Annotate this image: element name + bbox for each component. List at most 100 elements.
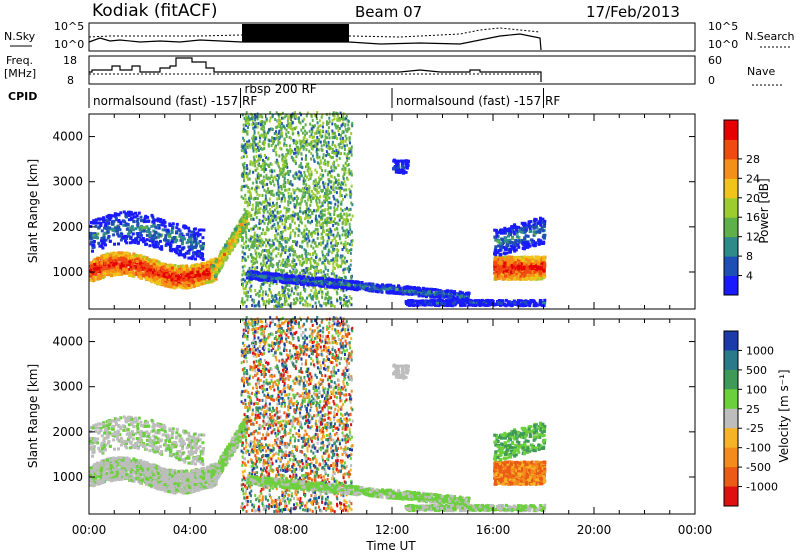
power-cell bbox=[325, 218, 328, 222]
power-cell bbox=[293, 214, 296, 218]
power-cell bbox=[277, 252, 280, 256]
power-cell bbox=[299, 121, 302, 125]
power-cell bbox=[299, 220, 302, 224]
power-cell bbox=[314, 218, 317, 222]
power-cell bbox=[342, 177, 345, 181]
power-cell bbox=[277, 163, 280, 167]
power-cell bbox=[256, 266, 259, 270]
power-cell bbox=[268, 139, 271, 143]
power-cell bbox=[338, 145, 341, 149]
power-cell bbox=[95, 266, 99, 270]
power-cell bbox=[240, 225, 243, 229]
power-cell bbox=[283, 196, 286, 200]
power-cell bbox=[175, 222, 179, 226]
power-cell bbox=[171, 280, 175, 284]
power-cell bbox=[196, 231, 200, 235]
power-cell bbox=[296, 187, 299, 191]
power-cell bbox=[327, 220, 330, 224]
power-cell bbox=[292, 253, 295, 257]
power-cell bbox=[281, 289, 284, 292]
power-cell bbox=[264, 197, 267, 201]
power-cell bbox=[259, 153, 262, 157]
power-cell bbox=[248, 286, 251, 290]
power-cell bbox=[128, 260, 132, 264]
power-cell bbox=[326, 244, 329, 248]
power-cell bbox=[351, 124, 354, 128]
power-cell bbox=[318, 214, 321, 218]
power-cell bbox=[277, 176, 280, 180]
power-cell bbox=[262, 282, 265, 286]
power-cell bbox=[305, 275, 308, 279]
power-cell bbox=[277, 181, 279, 185]
power-cell bbox=[317, 300, 320, 304]
power-cell bbox=[100, 236, 104, 240]
power-cell bbox=[250, 255, 253, 259]
power-cell bbox=[136, 225, 140, 229]
power-cell bbox=[216, 264, 220, 268]
power-cell bbox=[310, 133, 313, 137]
power-cell bbox=[97, 270, 101, 274]
power-cell bbox=[166, 228, 170, 232]
power-cell bbox=[250, 217, 253, 221]
power-cell bbox=[321, 125, 324, 129]
power-cell bbox=[301, 257, 304, 261]
power-cell bbox=[262, 164, 264, 168]
power-cell bbox=[326, 136, 329, 140]
power-cell bbox=[253, 268, 256, 272]
power-cell bbox=[350, 153, 353, 157]
power-cell bbox=[273, 214, 276, 218]
power-cell bbox=[311, 264, 314, 268]
power-cell bbox=[318, 242, 321, 246]
power-cell bbox=[304, 271, 307, 275]
power-cell bbox=[309, 208, 312, 212]
power-cell bbox=[256, 291, 259, 295]
power-cell bbox=[240, 145, 243, 149]
power-cell bbox=[297, 148, 300, 152]
power-cell bbox=[144, 214, 148, 218]
power-cell bbox=[270, 175, 273, 179]
power-cell bbox=[176, 245, 180, 248]
power-cell bbox=[270, 256, 273, 260]
power-cell bbox=[281, 157, 284, 161]
power-cell bbox=[281, 222, 284, 226]
power-cell bbox=[267, 131, 269, 135]
power-cell bbox=[280, 128, 283, 132]
power-cell bbox=[330, 304, 333, 308]
power-cell bbox=[184, 225, 188, 229]
power-cell bbox=[345, 300, 348, 304]
power-cell bbox=[104, 256, 108, 260]
power-cell bbox=[251, 298, 254, 302]
power-cell bbox=[181, 236, 185, 240]
power-cell bbox=[282, 193, 285, 197]
power-cell bbox=[205, 266, 208, 269]
power-cell bbox=[321, 235, 324, 239]
power-cell bbox=[259, 207, 262, 211]
power-cell bbox=[262, 167, 265, 171]
power-cell bbox=[251, 163, 254, 167]
power-cell bbox=[326, 122, 328, 126]
power-cell bbox=[331, 140, 334, 144]
power-cell bbox=[145, 242, 148, 246]
power-cell bbox=[327, 301, 330, 305]
power-cell bbox=[277, 302, 280, 306]
power-cell bbox=[245, 155, 248, 159]
power-cell bbox=[114, 226, 118, 230]
power-cell bbox=[242, 269, 245, 273]
power-cell bbox=[248, 177, 251, 181]
power-cell bbox=[167, 230, 171, 234]
power-cell bbox=[291, 183, 294, 187]
power-cell bbox=[249, 142, 252, 146]
power-cell bbox=[268, 203, 271, 207]
power-cell bbox=[335, 186, 338, 190]
power-cell bbox=[301, 262, 304, 266]
power-cell bbox=[301, 196, 304, 200]
power-cell bbox=[267, 251, 270, 255]
power-cell bbox=[263, 163, 266, 167]
power-cell bbox=[102, 236, 105, 240]
power-cell bbox=[303, 194, 306, 198]
power-cell bbox=[270, 243, 273, 247]
power-cell bbox=[250, 196, 253, 200]
power-cell bbox=[106, 236, 110, 240]
power-cell bbox=[342, 141, 345, 145]
power-cell bbox=[181, 274, 185, 278]
